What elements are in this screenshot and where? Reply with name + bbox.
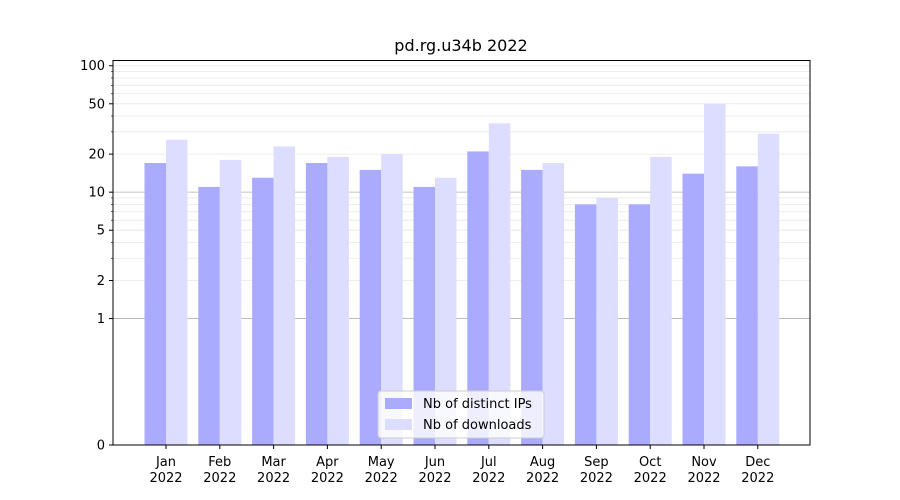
legend: Nb of distinct IPs Nb of downloads (377, 390, 545, 439)
x-tick-label-month: Jan (155, 455, 176, 470)
x-tick-label-month: Feb (208, 455, 231, 470)
x-tick-label-year: 2022 (741, 471, 774, 486)
bar-distinct-ips (144, 163, 166, 445)
bar-distinct-ips (628, 204, 651, 445)
x-tick-label-month: Jun (424, 455, 445, 470)
bar-distinct-ips (467, 151, 489, 445)
y-tick-label: 1 (97, 312, 105, 327)
bar-distinct-ips (413, 186, 435, 445)
x-tick-label-year: 2022 (687, 471, 720, 486)
x-tick-label-month: May (368, 455, 395, 470)
x-tick-label-year: 2022 (365, 471, 398, 486)
x-tick-label-month: Mar (261, 455, 286, 470)
bar-downloads (435, 177, 457, 446)
y-tick-label: 20 (88, 148, 105, 163)
x-tick-label-year: 2022 (418, 471, 451, 486)
y-tick-label: 2 (97, 274, 105, 289)
x-axis: Jan2022Feb2022Mar2022Apr2022May2022Jun20… (149, 445, 774, 486)
y-tick-label: 0 (97, 439, 105, 454)
chart-title: pd.rg.u34b 2022 (394, 36, 527, 55)
bar-distinct-ips (252, 177, 274, 446)
x-tick-label-month: Oct (639, 455, 661, 470)
bar-distinct-ips (736, 166, 758, 445)
bar-distinct-ips (359, 169, 382, 445)
y-tick-label: 100 (80, 59, 105, 74)
bar-downloads (219, 159, 242, 445)
y-tick-label: 5 (97, 224, 105, 239)
bar-downloads (704, 103, 726, 445)
legend-swatch-distinct-ips (385, 398, 412, 409)
y-tick-label: 10 (88, 186, 105, 201)
bar-downloads (166, 139, 188, 445)
x-tick-label-year: 2022 (634, 471, 667, 486)
x-tick-label-month: Dec (745, 455, 770, 470)
legend-swatch-downloads (385, 419, 412, 430)
x-tick-label-month: Nov (691, 455, 717, 470)
x-tick-label-year: 2022 (311, 471, 344, 486)
x-tick-label-year: 2022 (257, 471, 290, 486)
x-tick-label-month: Sep (584, 455, 609, 470)
bar-downloads (650, 156, 672, 446)
bar-downloads (596, 197, 618, 445)
x-tick-label-year: 2022 (526, 471, 559, 486)
bar-distinct-ips (574, 204, 597, 445)
bar-distinct-ips (521, 169, 543, 445)
x-tick-label-year: 2022 (580, 471, 613, 486)
x-tick-label-month: Apr (316, 455, 339, 470)
bars (144, 103, 780, 446)
legend-box (377, 390, 545, 439)
x-tick-label-year: 2022 (203, 471, 236, 486)
plot-frame (112, 60, 811, 446)
bar-downloads (757, 133, 780, 445)
x-tick-label-year: 2022 (472, 471, 505, 486)
legend-label-downloads: Nb of downloads (423, 418, 532, 433)
bar-distinct-ips (682, 173, 704, 445)
bar-downloads (542, 163, 565, 445)
y-tick-label: 50 (88, 97, 105, 112)
bar-downloads (381, 154, 403, 445)
y-axis: 0 1 2 5 10 20 50 100 (80, 59, 113, 454)
bar-downloads (327, 156, 349, 446)
bar-downloads (488, 123, 511, 445)
legend-label-distinct-ips: Nb of distinct IPs (423, 397, 532, 412)
x-tick-label-year: 2022 (149, 471, 182, 486)
bar-downloads (273, 146, 296, 446)
x-tick-label-month: Jul (480, 455, 497, 470)
bar-distinct-ips (305, 163, 328, 445)
bar-distinct-ips (198, 186, 220, 445)
x-tick-label-month: Aug (530, 455, 555, 470)
